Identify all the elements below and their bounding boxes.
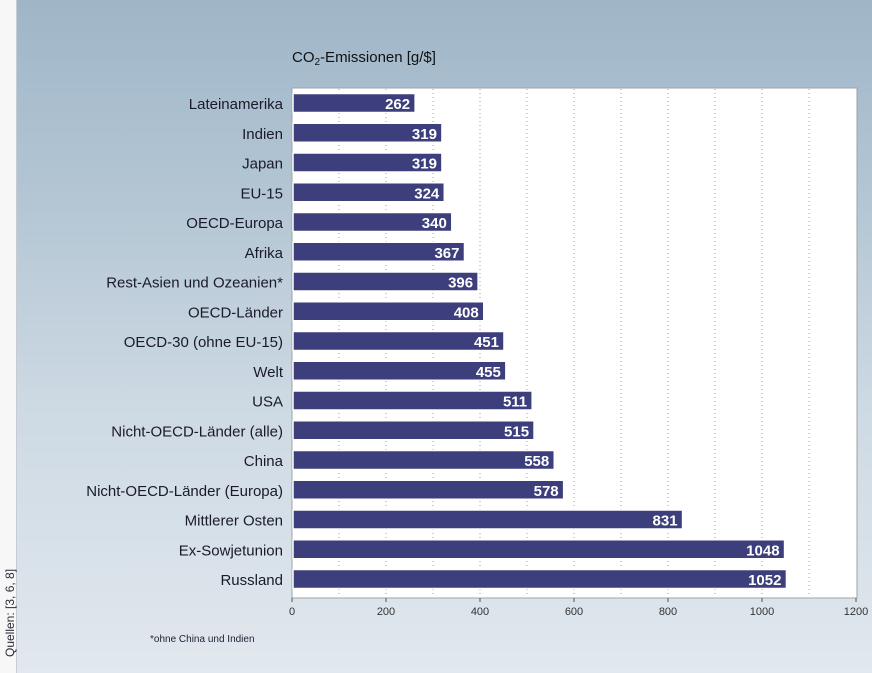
value-label: 511 — [503, 394, 527, 411]
x-tick-label: 1200 — [844, 606, 868, 618]
x-axis-ticks: 0 200 400 600 800 1000 1200 — [289, 598, 868, 618]
bar — [292, 92, 416, 114]
bar — [292, 152, 443, 173]
value-label: 451 — [474, 334, 499, 351]
bar — [292, 360, 507, 381]
x-tick-label: 0 — [289, 606, 295, 618]
x-tick-label: 400 — [471, 606, 489, 618]
value-label: 319 — [412, 156, 437, 173]
left-border-strip — [0, 0, 17, 673]
value-label: 408 — [454, 304, 479, 321]
category-label: Ex-Sowjetunion — [179, 542, 283, 559]
category-label: OECD-Länder — [188, 304, 283, 321]
category-label: Japan — [242, 156, 283, 173]
category-label: Welt — [253, 364, 284, 381]
bar — [292, 271, 479, 292]
category-label: USA — [252, 394, 283, 411]
value-label: 831 — [653, 513, 678, 530]
grid-lines — [338, 89, 810, 597]
bar — [292, 539, 786, 560]
x-tick-label: 200 — [377, 606, 395, 618]
bar — [292, 449, 556, 471]
bar — [292, 122, 443, 143]
value-label: 1052 — [748, 572, 781, 589]
category-label: Lateinamerika — [189, 96, 284, 113]
value-label: 578 — [534, 483, 559, 500]
footnote: *ohne China und Indien — [150, 634, 255, 645]
bar — [292, 241, 466, 262]
value-label: 340 — [422, 215, 447, 232]
x-tick-label: 1000 — [750, 606, 774, 618]
value-label: 367 — [434, 245, 459, 262]
value-label: 319 — [412, 126, 437, 143]
category-labels: Lateinamerika Indien Japan EU-15 OECD-Europa… — [86, 96, 284, 589]
category-label: Russland — [220, 572, 283, 589]
category-label: EU-15 — [240, 185, 283, 202]
category-label: Rest-Asien und Ozeanien* — [106, 275, 283, 292]
category-label: Afrika — [245, 245, 284, 262]
bar — [292, 182, 446, 203]
bar — [292, 420, 535, 441]
title-subscript: 2 — [314, 57, 321, 68]
category-label: Indien — [242, 126, 283, 143]
category-label: Mittlerer Osten — [185, 513, 283, 530]
bar — [292, 211, 453, 233]
value-label: 1048 — [746, 542, 779, 559]
category-label: China — [244, 453, 284, 470]
category-label: Nicht-OECD-Länder (Europa) — [86, 483, 283, 500]
value-label: 558 — [524, 453, 549, 470]
value-labels: 2623193193243403673964084514555115155585… — [385, 96, 781, 589]
bar — [292, 509, 684, 530]
bar — [292, 568, 788, 590]
bars — [292, 92, 788, 590]
bar — [292, 330, 505, 352]
value-label: 324 — [414, 185, 440, 202]
category-label: OECD-Europa — [186, 215, 283, 232]
x-tick-label: 800 — [659, 606, 677, 618]
bar — [292, 390, 533, 411]
category-label: OECD-30 (ohne EU-15) — [124, 334, 283, 351]
value-label: 515 — [504, 423, 529, 440]
bar — [292, 301, 485, 322]
chart-title: CO2-Emissionen [g/$] — [292, 49, 436, 68]
value-label: 262 — [385, 96, 410, 113]
category-label: Nicht-OECD-Länder (alle) — [111, 423, 283, 440]
x-tick-label: 600 — [565, 606, 583, 618]
value-label: 396 — [448, 275, 473, 292]
value-label: 455 — [476, 364, 501, 381]
bar — [292, 479, 565, 500]
